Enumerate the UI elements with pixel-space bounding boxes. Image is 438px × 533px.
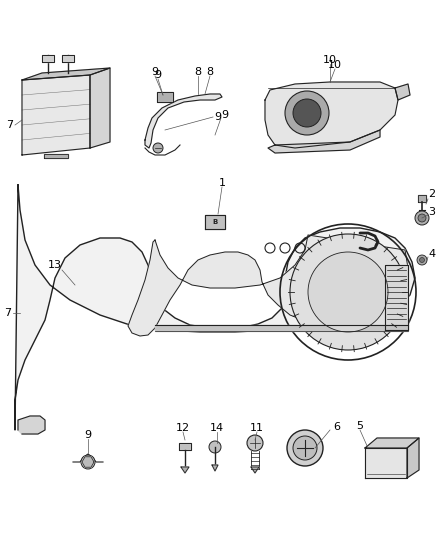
Text: 3: 3 [428, 207, 435, 217]
Circle shape [415, 211, 429, 225]
Polygon shape [128, 235, 408, 336]
Text: 7: 7 [7, 120, 14, 130]
Polygon shape [205, 215, 225, 229]
Polygon shape [385, 265, 408, 330]
Polygon shape [407, 438, 419, 478]
Text: 11: 11 [250, 423, 264, 433]
Circle shape [290, 234, 406, 350]
Circle shape [417, 255, 427, 265]
Text: 8: 8 [194, 67, 201, 77]
Circle shape [308, 252, 388, 332]
Text: 2: 2 [428, 189, 435, 199]
Polygon shape [62, 55, 74, 62]
Polygon shape [395, 84, 410, 100]
Polygon shape [42, 55, 54, 62]
Polygon shape [15, 185, 415, 430]
Circle shape [418, 214, 426, 222]
Text: 7: 7 [4, 308, 11, 318]
Polygon shape [22, 68, 110, 80]
Polygon shape [157, 92, 173, 102]
Polygon shape [155, 325, 408, 331]
Polygon shape [365, 438, 419, 448]
Polygon shape [145, 94, 222, 148]
Circle shape [287, 430, 323, 466]
Polygon shape [268, 130, 380, 153]
Circle shape [153, 143, 163, 153]
Circle shape [285, 91, 329, 135]
Text: 10: 10 [323, 55, 337, 65]
Text: 14: 14 [210, 423, 224, 433]
Polygon shape [179, 443, 191, 450]
Text: 12: 12 [176, 423, 190, 433]
Circle shape [209, 441, 221, 453]
Circle shape [81, 455, 95, 469]
Text: 13: 13 [48, 260, 62, 270]
Polygon shape [90, 68, 110, 148]
Text: 8: 8 [206, 67, 214, 77]
Circle shape [293, 436, 317, 460]
Text: 6: 6 [333, 422, 340, 432]
Text: 1: 1 [219, 178, 226, 188]
Polygon shape [22, 75, 90, 155]
Text: 9: 9 [152, 67, 159, 77]
Polygon shape [265, 82, 398, 148]
Text: 9: 9 [85, 430, 92, 440]
Text: B: B [212, 219, 218, 225]
Polygon shape [44, 154, 68, 158]
Circle shape [247, 435, 263, 451]
Polygon shape [18, 416, 45, 434]
Polygon shape [82, 457, 94, 467]
Circle shape [293, 99, 321, 127]
Text: 9: 9 [155, 70, 162, 80]
Text: 9: 9 [215, 112, 222, 122]
Text: 9: 9 [222, 110, 229, 120]
Circle shape [420, 257, 424, 262]
Text: 4: 4 [428, 249, 435, 259]
Polygon shape [212, 465, 218, 471]
Text: 5: 5 [357, 421, 364, 431]
Polygon shape [181, 467, 189, 473]
Polygon shape [365, 448, 407, 478]
Polygon shape [418, 195, 426, 202]
Polygon shape [251, 467, 259, 473]
Text: 10: 10 [328, 60, 342, 70]
